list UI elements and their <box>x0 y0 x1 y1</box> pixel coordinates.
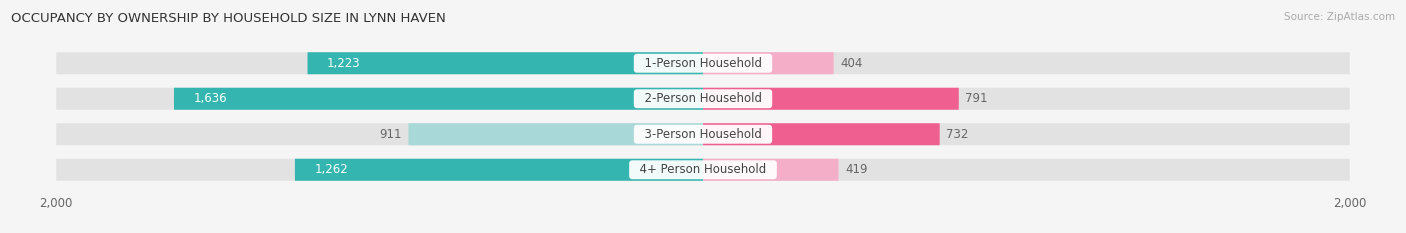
FancyBboxPatch shape <box>56 88 1350 110</box>
FancyBboxPatch shape <box>703 52 834 74</box>
FancyBboxPatch shape <box>408 123 703 145</box>
Text: 1,262: 1,262 <box>315 163 349 176</box>
FancyBboxPatch shape <box>56 123 1350 145</box>
Text: Source: ZipAtlas.com: Source: ZipAtlas.com <box>1284 12 1395 22</box>
FancyBboxPatch shape <box>56 52 1350 74</box>
FancyBboxPatch shape <box>703 88 959 110</box>
FancyBboxPatch shape <box>174 88 703 110</box>
FancyBboxPatch shape <box>56 159 1350 181</box>
Text: 911: 911 <box>380 128 402 141</box>
Text: 4+ Person Household: 4+ Person Household <box>633 163 773 176</box>
FancyBboxPatch shape <box>703 159 838 181</box>
Text: 1,223: 1,223 <box>328 57 360 70</box>
FancyBboxPatch shape <box>295 159 703 181</box>
FancyBboxPatch shape <box>703 123 939 145</box>
Text: 419: 419 <box>845 163 868 176</box>
Text: 732: 732 <box>946 128 969 141</box>
Text: 404: 404 <box>841 57 862 70</box>
Text: 1,636: 1,636 <box>194 92 226 105</box>
Text: 2-Person Household: 2-Person Household <box>637 92 769 105</box>
Text: 3-Person Household: 3-Person Household <box>637 128 769 141</box>
FancyBboxPatch shape <box>308 52 703 74</box>
Text: 1-Person Household: 1-Person Household <box>637 57 769 70</box>
Text: 791: 791 <box>966 92 988 105</box>
Text: OCCUPANCY BY OWNERSHIP BY HOUSEHOLD SIZE IN LYNN HAVEN: OCCUPANCY BY OWNERSHIP BY HOUSEHOLD SIZE… <box>11 12 446 25</box>
